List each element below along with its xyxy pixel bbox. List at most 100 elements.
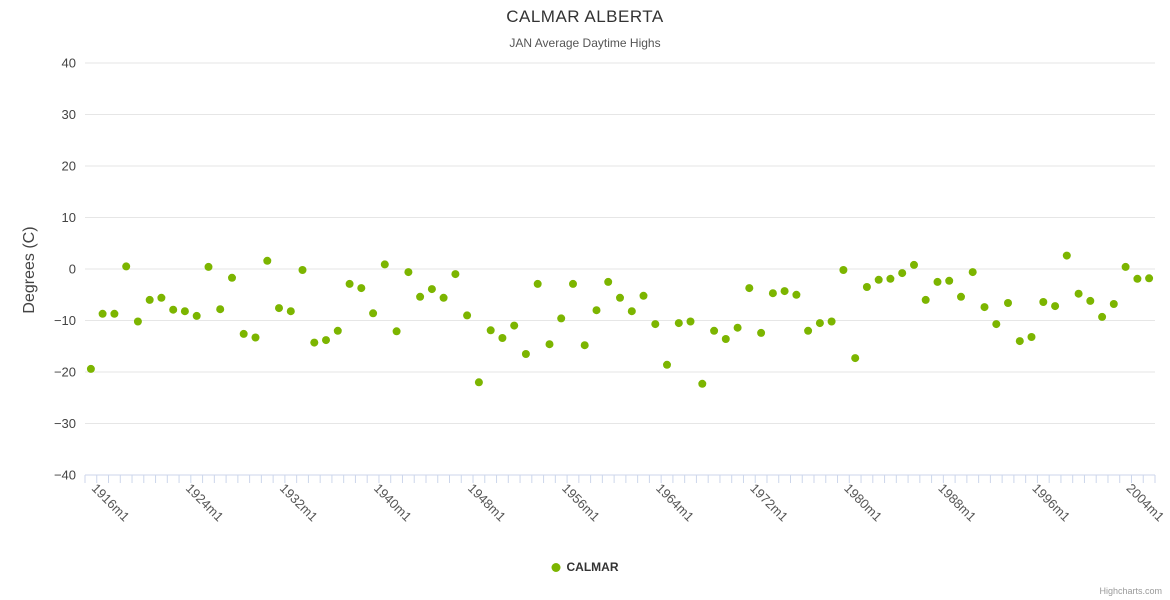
- data-point[interactable]: [839, 266, 848, 274]
- data-point[interactable]: [1133, 274, 1142, 283]
- data-point[interactable]: [862, 283, 871, 291]
- data-point[interactable]: [169, 305, 178, 314]
- data-point[interactable]: [439, 293, 448, 302]
- data-point[interactable]: [416, 292, 425, 301]
- y-axis-tick-label: −20: [54, 365, 76, 380]
- data-point[interactable]: [239, 329, 248, 338]
- data-point[interactable]: [733, 323, 742, 332]
- data-point[interactable]: [1121, 262, 1130, 271]
- data-point[interactable]: [122, 262, 131, 271]
- y-axis-tick-label: 30: [62, 107, 76, 122]
- data-point[interactable]: [498, 334, 507, 342]
- data-point[interactable]: [968, 268, 977, 277]
- data-point[interactable]: [1062, 251, 1071, 260]
- data-point[interactable]: [275, 304, 283, 313]
- data-point[interactable]: [768, 289, 777, 298]
- data-point[interactable]: [569, 279, 577, 288]
- data-point[interactable]: [510, 321, 519, 330]
- data-point[interactable]: [521, 350, 530, 358]
- y-axis-tick-label: −10: [54, 313, 76, 328]
- data-point[interactable]: [1027, 333, 1036, 341]
- data-point[interactable]: [486, 326, 495, 335]
- data-point[interactable]: [133, 317, 142, 326]
- data-point[interactable]: [604, 277, 613, 286]
- data-point[interactable]: [1051, 302, 1060, 311]
- data-point[interactable]: [945, 276, 954, 285]
- data-point[interactable]: [1145, 274, 1154, 283]
- data-point[interactable]: [228, 273, 236, 282]
- data-point[interactable]: [204, 262, 213, 271]
- data-point[interactable]: [98, 309, 107, 318]
- data-point[interactable]: [1109, 300, 1118, 308]
- x-axis-tick-label: 1972m1: [747, 481, 791, 525]
- data-point[interactable]: [980, 303, 989, 312]
- data-point[interactable]: [404, 268, 413, 277]
- data-point[interactable]: [357, 284, 366, 293]
- data-point[interactable]: [674, 319, 683, 328]
- data-point[interactable]: [380, 260, 389, 269]
- data-point[interactable]: [557, 314, 566, 323]
- data-point[interactable]: [216, 305, 225, 314]
- data-point[interactable]: [369, 309, 378, 318]
- data-point[interactable]: [110, 309, 119, 318]
- data-point[interactable]: [992, 320, 1001, 329]
- data-point[interactable]: [322, 336, 330, 345]
- data-point[interactable]: [286, 307, 295, 316]
- data-point[interactable]: [663, 360, 671, 369]
- data-point[interactable]: [616, 293, 624, 302]
- data-point[interactable]: [533, 279, 542, 288]
- data-point[interactable]: [827, 317, 836, 326]
- data-point[interactable]: [1004, 299, 1012, 307]
- data-point[interactable]: [345, 279, 354, 288]
- data-point[interactable]: [263, 256, 272, 265]
- data-point[interactable]: [192, 311, 201, 320]
- data-point[interactable]: [710, 326, 719, 335]
- data-point[interactable]: [874, 275, 883, 284]
- data-point[interactable]: [145, 295, 154, 304]
- data-point[interactable]: [910, 260, 918, 269]
- data-point[interactable]: [627, 307, 636, 316]
- data-point[interactable]: [251, 333, 260, 342]
- data-point[interactable]: [298, 266, 307, 274]
- data-point[interactable]: [474, 378, 483, 387]
- data-point[interactable]: [392, 327, 401, 336]
- data-point[interactable]: [898, 269, 907, 278]
- data-point[interactable]: [921, 295, 930, 304]
- data-point[interactable]: [1086, 296, 1095, 305]
- data-point[interactable]: [757, 328, 766, 337]
- data-point[interactable]: [792, 290, 801, 299]
- data-point[interactable]: [592, 306, 601, 315]
- legend-item-calmar[interactable]: CALMAR: [551, 560, 619, 574]
- data-point[interactable]: [886, 274, 895, 283]
- data-point[interactable]: [815, 319, 824, 328]
- data-point[interactable]: [427, 285, 436, 294]
- y-axis-tick-label: −30: [54, 416, 76, 431]
- data-point[interactable]: [721, 335, 730, 343]
- data-point[interactable]: [1039, 298, 1048, 306]
- data-point[interactable]: [780, 287, 789, 296]
- data-point[interactable]: [851, 354, 860, 363]
- data-point[interactable]: [745, 284, 754, 293]
- x-axis-tick-label: 1932m1: [277, 481, 321, 525]
- data-point[interactable]: [639, 291, 648, 300]
- data-point[interactable]: [463, 311, 472, 320]
- data-point[interactable]: [157, 293, 166, 302]
- data-point[interactable]: [1015, 337, 1024, 346]
- data-point[interactable]: [1098, 312, 1107, 321]
- x-axis-tick-label: 1988m1: [935, 481, 979, 525]
- data-point[interactable]: [180, 307, 189, 316]
- data-point[interactable]: [310, 338, 319, 347]
- data-point[interactable]: [580, 341, 589, 350]
- data-point[interactable]: [686, 317, 695, 326]
- data-point[interactable]: [804, 326, 813, 335]
- data-point[interactable]: [545, 340, 554, 349]
- data-point[interactable]: [698, 379, 707, 388]
- data-point[interactable]: [86, 364, 95, 373]
- data-point[interactable]: [933, 277, 942, 286]
- data-point[interactable]: [651, 320, 660, 329]
- data-point[interactable]: [1074, 289, 1083, 298]
- data-point[interactable]: [451, 270, 460, 279]
- data-point[interactable]: [957, 292, 965, 301]
- highcharts-credit-link[interactable]: Highcharts.com: [1099, 586, 1162, 596]
- data-point[interactable]: [333, 326, 342, 335]
